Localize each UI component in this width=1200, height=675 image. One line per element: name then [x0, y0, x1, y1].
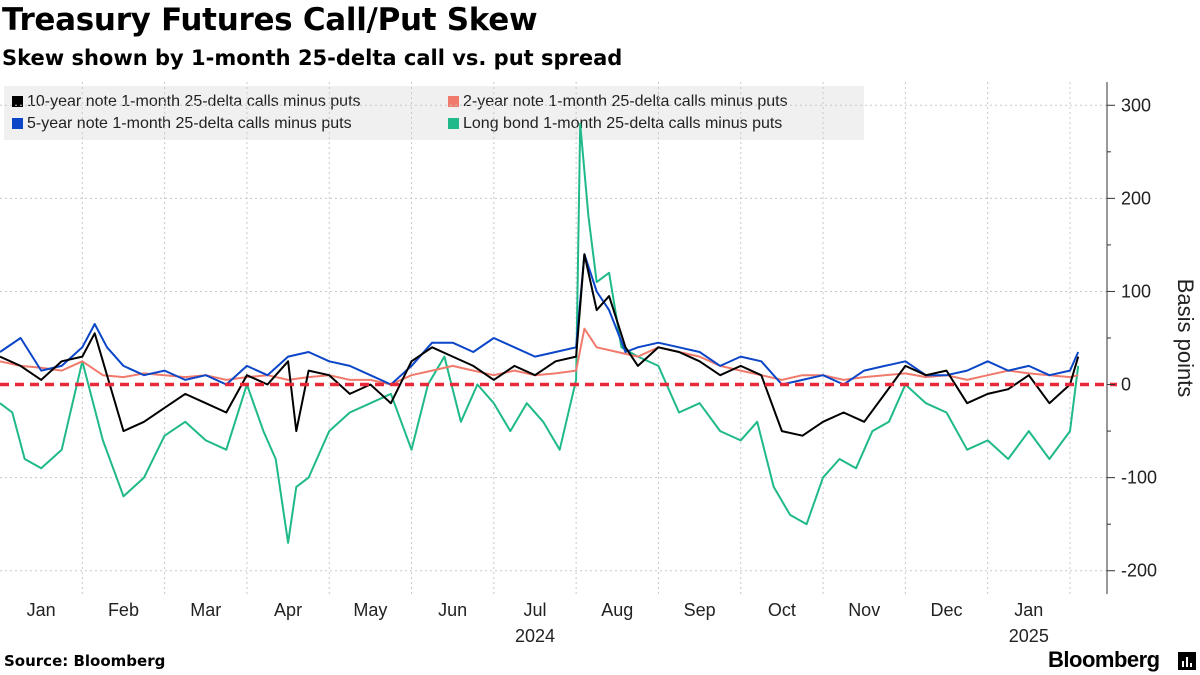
legend-swatch	[12, 96, 23, 107]
x-tick-label: Jul	[523, 600, 546, 620]
x-tick-label: May	[353, 600, 387, 620]
x-tick-label: Aug	[601, 600, 633, 620]
y-axis-label: Basis points	[1173, 279, 1198, 398]
x-tick-label: Mar	[190, 600, 221, 620]
y-tick-label: -100	[1121, 468, 1157, 488]
legend-item-5-year: 5-year note 1-month 25-delta calls minus…	[12, 115, 352, 133]
x-tick-label: Jun	[438, 600, 467, 620]
grid-layer	[0, 82, 1107, 594]
legend-item-long-bond: Long bond 1-month 25-delta calls minus p…	[448, 115, 782, 133]
x-year-label: 2025	[1009, 626, 1049, 646]
y-tick-label: 100	[1121, 281, 1151, 301]
x-tick-label: Jan	[1014, 600, 1043, 620]
series-line-3	[0, 122, 1080, 544]
legend-label: 5-year note 1-month 25-delta calls minus…	[27, 115, 352, 132]
legend-swatch	[12, 118, 23, 129]
x-tick-label: Apr	[274, 600, 302, 620]
x-tick-label: Oct	[768, 600, 796, 620]
x-year-label: 2024	[515, 626, 555, 646]
series-line-1	[0, 327, 1079, 386]
chart-title: Treasury Futures Call/Put Skew	[2, 2, 538, 38]
y-tick-label: 200	[1121, 188, 1151, 208]
series-layer	[0, 122, 1117, 544]
series-line-0	[0, 253, 1080, 437]
y-tick-label: -200	[1121, 561, 1157, 581]
x-tick-label: Jan	[27, 600, 56, 620]
x-tick-label: Nov	[848, 600, 880, 620]
axis-layer: 300 200 100 0 -100 -200 Basis points Jan Feb Mar A…	[27, 82, 1198, 646]
bloomberg-terminal-icon	[1178, 652, 1196, 670]
chart-subtitle: Skew shown by 1-month 25-delta call vs. …	[2, 46, 623, 70]
x-tick-label: Dec	[930, 600, 962, 620]
series-line-2	[0, 253, 1080, 386]
y-tick-label: 300	[1121, 95, 1151, 115]
legend-label: Long bond 1-month 25-delta calls minus p…	[463, 115, 783, 132]
bloomberg-logo: Bloomberg	[1048, 647, 1160, 672]
y-tick-label: 0	[1121, 375, 1131, 395]
x-tick-label: Sep	[684, 600, 716, 620]
source-note: Source: Bloomberg	[4, 652, 166, 670]
legend-swatch	[448, 96, 459, 107]
x-tick-label: Feb	[108, 600, 139, 620]
legend-swatch	[448, 118, 459, 129]
